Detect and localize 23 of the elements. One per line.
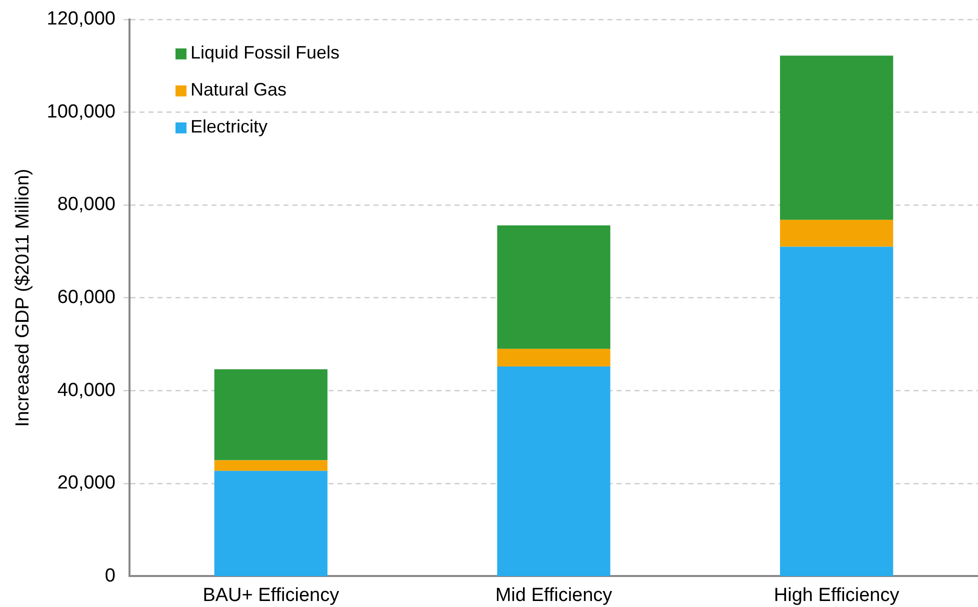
bar [214,369,328,460]
legend-label: Natural Gas [190,79,287,100]
y-tick-label: 0 [104,565,116,586]
bar [780,56,894,220]
legend-label: Liquid Fossil Fuels [190,42,340,62]
bar [497,366,610,576]
y-tick-label: 80,000 [57,194,116,216]
legend-label: Electricity [190,116,268,136]
x-tick-label: High Efficiency [774,584,900,606]
bar [214,460,328,471]
y-tick-label: 40,000 [57,380,116,401]
bar [780,220,894,247]
y-tick-label: 60,000 [57,287,116,308]
bar [497,225,610,349]
x-tick-label: Mid Efficiency [495,584,613,606]
bar [214,470,328,576]
x-tick-label: BAU+ Efficiency [202,584,340,606]
y-axis-title: Increased GDP ($2011 Million) [12,168,34,427]
bar [497,348,610,366]
bar [780,246,894,576]
y-tick-label: 120,000 [46,8,116,30]
y-tick-label: 100,000 [46,101,116,122]
y-tick-label: 20,000 [57,472,116,494]
